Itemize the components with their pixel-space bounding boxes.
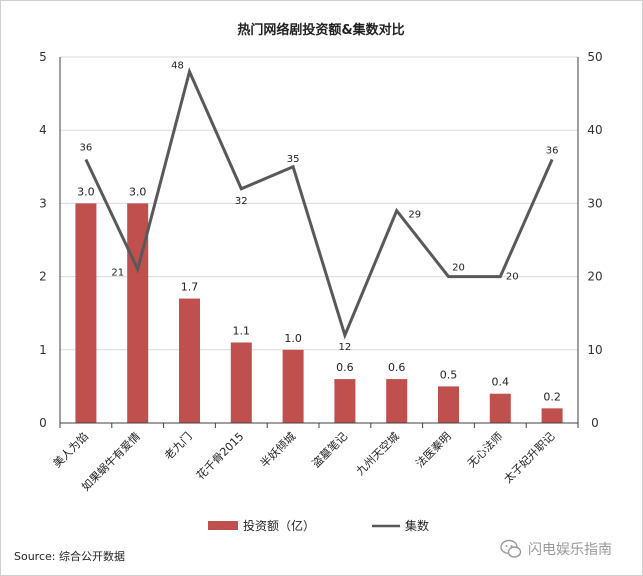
bar-value-label: 3.0 <box>129 185 147 198</box>
line-value-label: 20 <box>506 272 519 283</box>
category-label: 美人为馅 <box>50 429 91 470</box>
legend: 投资额（亿） 集数 <box>208 518 429 533</box>
bar-value-label: 0.6 <box>336 361 354 374</box>
wechat-icon <box>500 539 522 558</box>
line-value-label: 36 <box>80 142 93 153</box>
bar-value-label: 0.5 <box>440 368 458 381</box>
watermark: 闪电娱乐指南 <box>500 538 612 560</box>
bar <box>334 379 356 423</box>
bar <box>75 203 97 423</box>
bar-data-labels: 3.0 3.0 1.7 1.1 1.0 0.6 0.6 0.5 0.4 0.2 <box>77 185 561 403</box>
left-axis-ticks: 0 1 2 3 4 5 <box>39 50 47 430</box>
category-label: 法医秦明 <box>413 429 454 470</box>
watermark-text: 闪电娱乐指南 <box>528 542 612 558</box>
category-label: 太子妃升职记 <box>501 429 558 486</box>
legend-bar-swatch <box>208 521 238 530</box>
bar <box>282 349 304 423</box>
bar-value-label: 1.1 <box>233 324 251 337</box>
source-note: Source: 综合公开数据 <box>14 550 125 563</box>
line-value-label: 36 <box>546 145 559 156</box>
category-label: 花千骨2015 <box>194 430 246 482</box>
right-tick-label: 30 <box>587 196 602 210</box>
bar <box>438 386 459 423</box>
category-label: 无心法师 <box>464 429 505 470</box>
line-value-label: 29 <box>408 210 421 221</box>
line-series <box>84 67 554 340</box>
left-tick-label: 1 <box>39 343 47 357</box>
line-value-label: 35 <box>287 154 300 165</box>
right-axis-ticks: 0 10 20 30 40 50 <box>587 50 602 430</box>
category-label: 老九门 <box>161 429 194 462</box>
bar-series <box>75 203 563 423</box>
line-value-label: 12 <box>339 342 352 353</box>
legend-line-label: 集数 <box>405 518 429 533</box>
line-value-label: 48 <box>171 61 184 72</box>
category-label: 九州天空城 <box>353 429 402 478</box>
bar-value-label: 1.0 <box>284 332 302 345</box>
bar <box>230 342 252 423</box>
chart-title: 热门网络剧投资额&集数对比 <box>237 22 404 38</box>
right-tick-label: 20 <box>587 270 602 284</box>
bar-value-label: 0.2 <box>543 390 561 403</box>
left-tick-label: 3 <box>39 196 47 210</box>
line-value-label: 20 <box>452 263 465 274</box>
line-value-label: 21 <box>111 267 124 278</box>
category-label: 半妖倾城 <box>257 429 298 470</box>
bar <box>386 379 408 423</box>
left-tick-label: 0 <box>39 416 47 430</box>
category-label: 盗墓笔记 <box>309 429 350 470</box>
bar-value-label: 0.6 <box>388 361 406 374</box>
bar <box>179 298 200 423</box>
axes <box>59 57 579 428</box>
bar-value-label: 0.4 <box>492 376 510 389</box>
line-path <box>84 67 554 340</box>
line-value-label: 32 <box>235 196 248 207</box>
left-tick-label: 4 <box>39 123 47 137</box>
legend-bar-label: 投资额（亿） <box>243 518 315 533</box>
bar-value-label: 3.0 <box>77 185 95 198</box>
bar <box>489 393 511 423</box>
right-tick-label: 40 <box>587 123 602 137</box>
left-tick-label: 2 <box>39 270 47 284</box>
right-tick-label: 50 <box>587 50 602 64</box>
right-tick-label: 0 <box>591 416 599 430</box>
line-data-labels: 36 21 48 32 35 12 29 20 20 36 <box>80 61 559 354</box>
bar <box>541 408 563 423</box>
left-tick-label: 5 <box>39 50 47 64</box>
right-tick-label: 10 <box>587 343 602 357</box>
bar-value-label: 1.7 <box>181 281 199 294</box>
